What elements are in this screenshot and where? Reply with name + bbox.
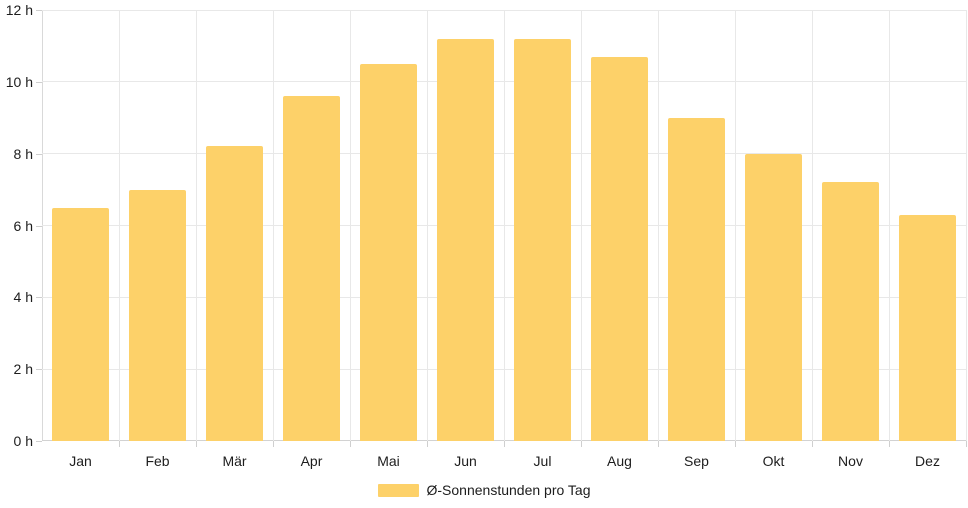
bar-nov[interactable] — [822, 182, 879, 441]
legend: Ø-Sonnenstunden pro Tag — [0, 482, 968, 498]
bar-sep[interactable] — [668, 117, 725, 441]
y-axis-label: 6 h — [13, 217, 33, 234]
x-axis-label: Okt — [762, 453, 785, 469]
gridline-vertical — [657, 10, 659, 441]
gridline-vertical — [888, 10, 890, 441]
gridline-vertical — [118, 10, 120, 441]
y-axis-tick — [36, 225, 42, 227]
x-axis-label: Feb — [145, 453, 170, 469]
gridline-vertical — [503, 10, 505, 441]
x-axis-label: Mai — [377, 453, 400, 469]
gridline-vertical — [426, 10, 428, 441]
x-axis-label: Nov — [838, 453, 863, 469]
bar-dez[interactable] — [899, 214, 956, 441]
y-axis-label: 12 h — [5, 2, 33, 18]
gridline-vertical — [965, 10, 967, 441]
y-axis-label: 4 h — [13, 289, 33, 306]
gridline-vertical — [580, 10, 582, 441]
legend-item[interactable]: Ø-Sonnenstunden pro Tag — [377, 482, 591, 498]
y-axis-label: 10 h — [5, 73, 33, 90]
y-axis-tick — [36, 441, 42, 442]
gridline-vertical — [195, 10, 197, 441]
x-axis-tick — [889, 441, 890, 447]
bar-jun[interactable] — [437, 38, 494, 441]
y-axis-tick — [36, 153, 42, 155]
x-axis-tick — [273, 441, 274, 447]
bar-okt[interactable] — [745, 153, 802, 441]
x-axis-tick — [196, 441, 197, 447]
bar-jul[interactable] — [514, 38, 571, 441]
x-axis-label: Jul — [533, 453, 552, 469]
x-axis-tick — [812, 441, 813, 447]
x-axis-label: Sep — [684, 453, 709, 469]
x-axis-tick — [119, 441, 120, 447]
y-axis-tick — [36, 10, 42, 11]
bar-feb[interactable] — [129, 189, 186, 441]
bar-apr[interactable] — [283, 96, 340, 441]
bar-mai[interactable] — [360, 63, 417, 441]
bar-jan[interactable] — [52, 207, 109, 441]
gridline-vertical — [811, 10, 813, 441]
plot-area — [42, 9, 967, 441]
x-axis-tick — [966, 441, 967, 447]
x-axis-label: Mär — [222, 453, 247, 469]
y-axis-label: 8 h — [13, 145, 33, 162]
bar-aug[interactable] — [591, 56, 648, 441]
y-axis-label: 0 h — [13, 433, 33, 449]
x-axis-tick — [581, 441, 582, 447]
y-axis-tick — [36, 81, 42, 83]
x-axis-label: Aug — [607, 453, 632, 469]
x-axis-label: Apr — [300, 453, 323, 469]
x-axis-tick — [735, 441, 736, 447]
x-axis-tick — [350, 441, 351, 447]
gridline-vertical — [349, 10, 351, 441]
x-axis-label: Jan — [69, 453, 92, 469]
y-axis-tick — [36, 297, 42, 299]
x-axis-tick — [658, 441, 659, 447]
x-axis-label: Jun — [454, 453, 477, 469]
legend-swatch — [377, 483, 419, 497]
gridline-vertical — [272, 10, 274, 441]
gridline-vertical — [734, 10, 736, 441]
x-axis-tick — [427, 441, 428, 447]
legend-label: Ø-Sonnenstunden pro Tag — [426, 482, 591, 498]
x-axis-label: Dez — [915, 453, 940, 469]
y-axis-tick — [36, 369, 42, 371]
x-axis-tick — [504, 441, 505, 447]
y-axis-label: 2 h — [13, 361, 33, 378]
bar-mär[interactable] — [206, 146, 263, 441]
